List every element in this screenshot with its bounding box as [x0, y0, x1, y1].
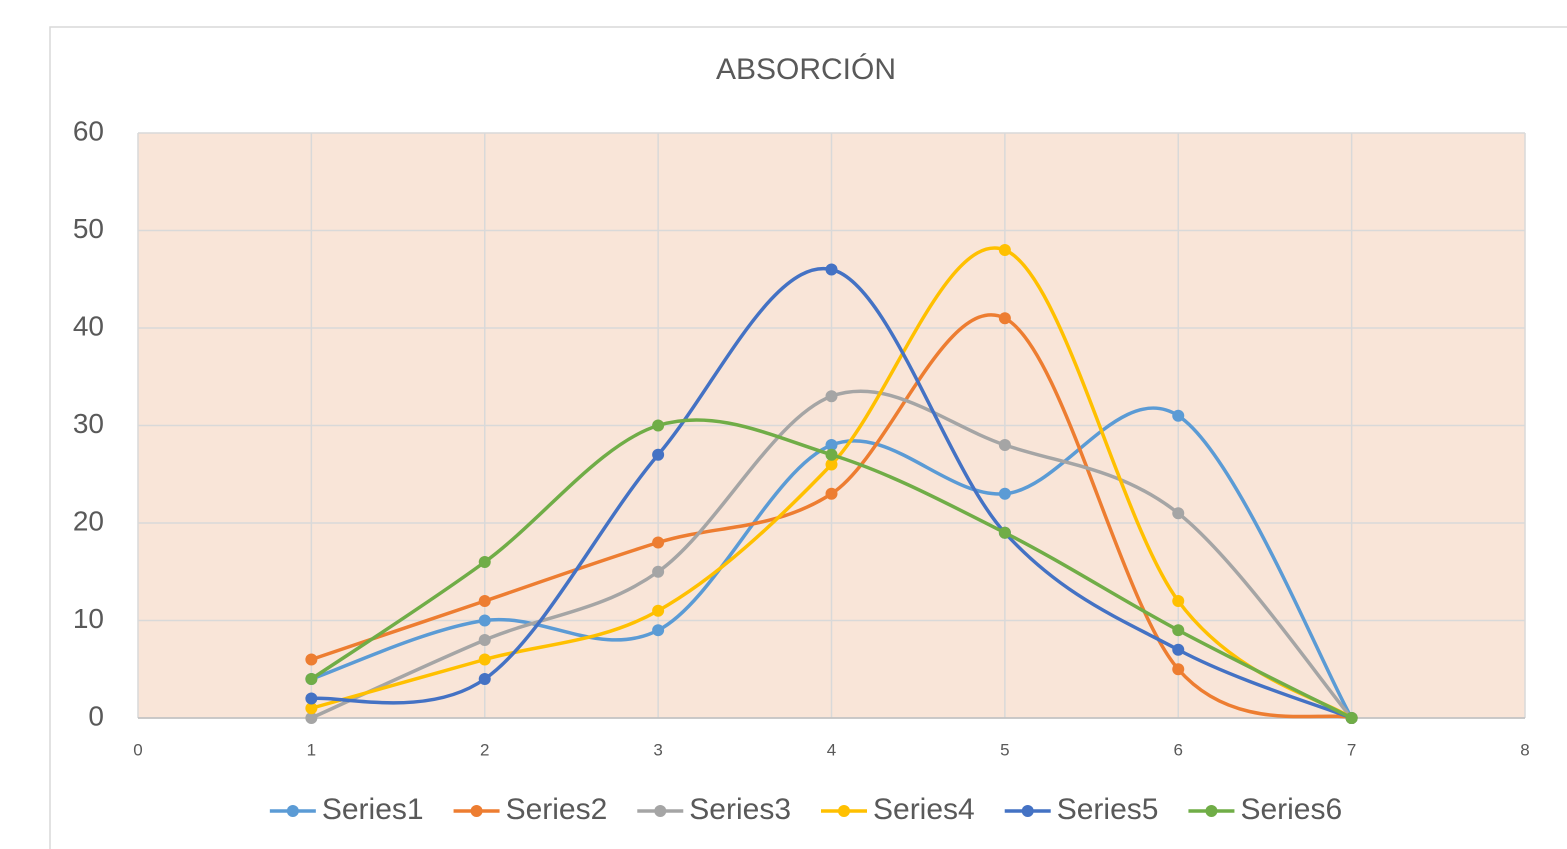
x-tick-label: 6 [1174, 740, 1183, 759]
x-tick-label: 7 [1347, 740, 1356, 759]
marker [478, 614, 491, 627]
marker [998, 312, 1011, 325]
y-tick-label: 20 [73, 505, 104, 536]
marker [305, 673, 318, 685]
marker [1172, 595, 1185, 607]
y-tick-label: 60 [73, 115, 104, 146]
y-tick-label: 30 [73, 408, 104, 439]
x-tick-label: 3 [653, 740, 662, 759]
marker [305, 653, 318, 666]
marker [825, 263, 838, 276]
legend-label: Series1 [322, 793, 424, 826]
marker [478, 653, 491, 666]
x-tick-label: 2 [480, 740, 489, 759]
marker [825, 439, 838, 451]
marker [1172, 643, 1185, 656]
legend-label: Series3 [689, 793, 791, 826]
x-tick-label: 0 [133, 740, 142, 759]
marker [1172, 409, 1185, 422]
x-tick-label: 5 [1000, 740, 1009, 759]
legend-marker [1021, 805, 1034, 817]
marker [478, 556, 491, 568]
y-tick-label: 50 [73, 213, 104, 244]
marker [1172, 624, 1185, 637]
marker [305, 692, 318, 705]
legend-marker [654, 805, 667, 817]
marker [478, 634, 491, 646]
chart-title: ABSORCIÓN [716, 53, 896, 86]
marker [1172, 507, 1185, 520]
marker [478, 595, 491, 607]
legend-label: Series2 [506, 793, 608, 826]
marker [825, 448, 838, 461]
marker [998, 487, 1011, 500]
marker [998, 526, 1011, 539]
x-tick-label: 4 [827, 740, 836, 759]
marker [825, 390, 838, 403]
series-line [310, 406, 1354, 719]
x-tick-label: 1 [307, 740, 316, 759]
legend-label: Series6 [1240, 793, 1342, 826]
legend-marker [286, 805, 299, 817]
marker [1172, 663, 1185, 676]
marker [652, 448, 665, 461]
marker [652, 419, 665, 432]
marker [305, 702, 318, 715]
marker [1345, 712, 1358, 724]
marker [998, 244, 1011, 256]
legend-marker [470, 805, 483, 817]
legend-marker [1205, 805, 1218, 817]
marker [305, 712, 318, 724]
marker [652, 624, 665, 637]
marker [652, 565, 665, 578]
marker [998, 439, 1011, 451]
marker [652, 536, 665, 549]
legend-marker [838, 805, 850, 817]
marker [478, 673, 491, 685]
series-line [310, 246, 1353, 720]
marker [652, 604, 665, 617]
legend-label: Series4 [873, 793, 975, 826]
y-tick-label: 40 [73, 310, 104, 341]
y-tick-label: 10 [73, 603, 104, 634]
y-tick-label: 0 [88, 700, 104, 731]
x-tick-label: 8 [1520, 740, 1529, 759]
legend-label: Series5 [1057, 793, 1159, 826]
marker [825, 458, 838, 471]
marker [825, 487, 838, 500]
